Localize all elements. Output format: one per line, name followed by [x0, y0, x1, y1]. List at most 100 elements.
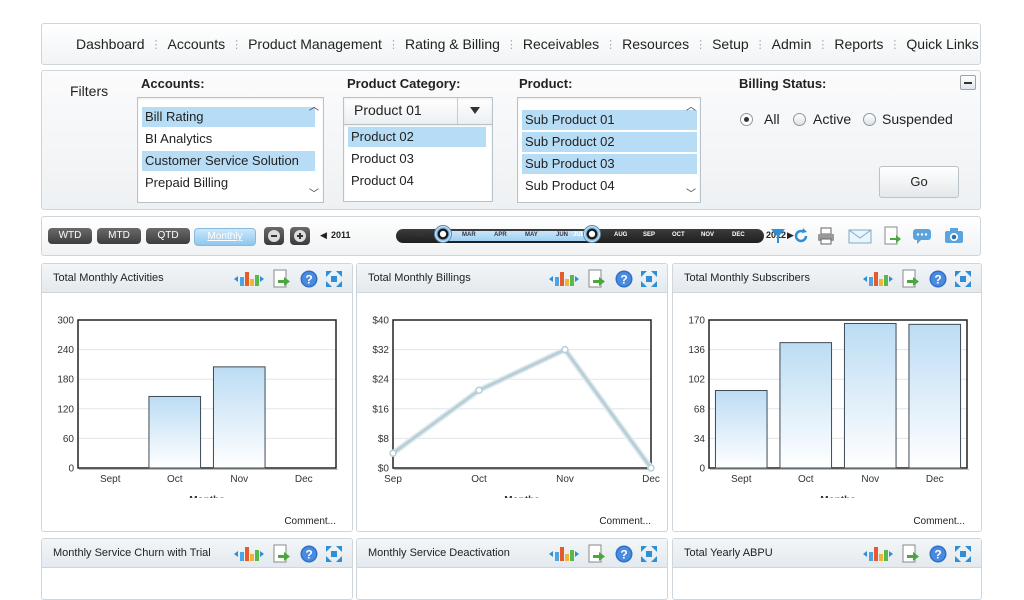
product-category-options[interactable]: Product 02 Product 03 Product 04 — [343, 124, 493, 202]
export-icon[interactable] — [882, 226, 902, 246]
export-icon — [273, 544, 290, 563]
mtd-button[interactable]: MTD — [97, 228, 141, 244]
comment-link[interactable]: Comment... — [913, 516, 965, 527]
panel-actions[interactable]: ? — [234, 269, 344, 289]
minus-icon[interactable] — [960, 75, 976, 90]
y-tick-label: 300 — [57, 316, 74, 327]
nav-dashboard[interactable]: Dashboard — [76, 36, 145, 52]
comment-link[interactable]: Comment... — [599, 516, 651, 527]
option-item[interactable]: Product 02 — [348, 127, 486, 147]
email-icon[interactable] — [848, 226, 872, 246]
list-item[interactable]: Sub Product 03 — [522, 154, 697, 174]
help-icon: ? — [300, 545, 318, 563]
refresh-icon[interactable] — [791, 226, 811, 246]
nav-admin[interactable]: Admin — [771, 36, 812, 52]
bar — [714, 390, 768, 469]
bar — [779, 342, 833, 469]
wtd-button[interactable]: WTD — [48, 228, 92, 244]
y-tick-label: $32 — [372, 345, 389, 356]
nav-reports[interactable]: Reports — [834, 36, 884, 52]
radio-active-label[interactable]: Active — [813, 111, 852, 127]
product-category-select[interactable]: Product 01 — [343, 97, 493, 125]
y-tick-label: 120 — [57, 404, 74, 415]
panel-actions[interactable]: ? — [863, 269, 973, 289]
radio-suspended-label[interactable]: Suspended — [882, 111, 953, 127]
radio-suspended[interactable] — [863, 113, 876, 126]
list-item[interactable]: Sub Product 02 — [522, 132, 697, 152]
list-item[interactable]: Bill Rating — [142, 107, 315, 127]
svg-text:?: ? — [934, 273, 941, 287]
series-line — [392, 348, 653, 469]
nav-separator: ⋮ — [231, 38, 243, 51]
zoom-out-icon[interactable] — [264, 227, 284, 245]
panel-actions[interactable]: ? — [549, 269, 659, 289]
scroll-up-icon[interactable]: ︿ — [686, 102, 696, 113]
export-icon — [588, 269, 605, 288]
option-item[interactable]: Product 04 — [351, 173, 414, 188]
filter-icon[interactable] — [768, 226, 788, 246]
plot-frame — [77, 319, 337, 469]
nav-rating-billing[interactable]: Rating & Billing — [404, 36, 500, 52]
panel-actions[interactable]: ? — [863, 544, 973, 564]
nav-receivables[interactable]: Receivables — [522, 36, 600, 52]
monthly-button[interactable]: Monthly — [194, 228, 256, 246]
bar — [148, 395, 202, 469]
scroll-down-icon[interactable]: ﹀ — [686, 189, 696, 200]
product-listbox[interactable]: Sub Product 01 Sub Product 02 Sub Produc… — [517, 97, 701, 203]
panel-header: Total Yearly ABPU ? — [673, 539, 981, 568]
zoom-in-icon[interactable] — [290, 227, 310, 245]
dashboard-panel: Monthly Service Churn with Trial ? — [41, 538, 353, 600]
product-category-selected: Product 01 — [354, 102, 422, 118]
nav-quick-links[interactable]: Quick Links — [906, 36, 979, 52]
y-tick-label: $0 — [378, 464, 390, 475]
scroll-up-icon[interactable]: ︿ — [309, 102, 319, 113]
nav-accounts[interactable]: Accounts — [167, 36, 226, 52]
prev-year-icon[interactable]: ◀ — [320, 230, 327, 240]
scroll-down-icon[interactable]: ﹀ — [309, 189, 319, 200]
list-item[interactable]: Sub Product 04 — [525, 178, 615, 193]
option-item[interactable]: Product 03 — [351, 151, 414, 166]
radio-active[interactable] — [793, 113, 806, 126]
comment-link[interactable]: Comment... — [284, 516, 336, 527]
dashboard-panel: Total Monthly Subscribers ? 0 34 68 102 136 1… — [672, 263, 982, 532]
list-item[interactable]: Sub Product 01 — [522, 110, 697, 130]
nav-resources[interactable]: Resources — [622, 36, 690, 52]
radio-all-label[interactable]: All — [764, 111, 780, 127]
timeline-month: NOV — [701, 232, 715, 238]
camera-icon[interactable] — [944, 226, 964, 246]
list-item[interactable]: BI Analytics — [145, 131, 213, 146]
x-tick-label: Oct — [798, 474, 814, 485]
next-year-icon[interactable]: ▶ — [787, 230, 794, 240]
y-tick-label: $8 — [378, 434, 390, 445]
panel-title: Total Monthly Subscribers — [684, 272, 810, 284]
go-button[interactable]: Go — [879, 166, 959, 198]
chart-type-icon — [549, 547, 579, 561]
radio-all[interactable] — [740, 113, 753, 126]
print-icon[interactable] — [816, 226, 836, 246]
list-item[interactable]: Prepaid Billing — [145, 175, 229, 190]
help-icon: ? — [929, 270, 947, 288]
qtd-button[interactable]: QTD — [146, 228, 190, 244]
chart-svg: $0 $8 $16 $24 $32 $40 Sep Oct Nov Dec Months — [372, 316, 660, 507]
timeline-month: JAN — [411, 232, 424, 238]
nav-product-management[interactable]: Product Management — [248, 36, 382, 52]
export-icon — [273, 269, 290, 288]
chart-type-icon — [234, 272, 264, 286]
chart-container: 0 60 120 180 240 300 Sept Oct Nov Dec Months — [42, 293, 350, 506]
bar — [843, 322, 897, 469]
panel-actions[interactable]: ? — [234, 544, 344, 564]
chat-icon[interactable] — [912, 226, 932, 246]
accounts-listbox[interactable]: Bill Rating BI Analytics Customer Servic… — [137, 97, 324, 203]
chevron-down-icon[interactable] — [470, 107, 480, 115]
panel-actions[interactable]: ? — [549, 544, 659, 564]
panel-header: Monthly Service Deactivation ? — [357, 539, 667, 568]
export-icon — [902, 544, 919, 563]
help-icon: ? — [615, 270, 633, 288]
timeline-end-handle[interactable] — [583, 225, 601, 243]
timeline-start-handle[interactable] — [434, 225, 452, 243]
nav-setup[interactable]: Setup — [712, 36, 749, 52]
timeline-month: OCT — [672, 232, 685, 238]
select-divider — [457, 98, 458, 124]
minus-glyph — [964, 82, 972, 84]
list-item[interactable]: Customer Service Solution — [142, 151, 315, 171]
